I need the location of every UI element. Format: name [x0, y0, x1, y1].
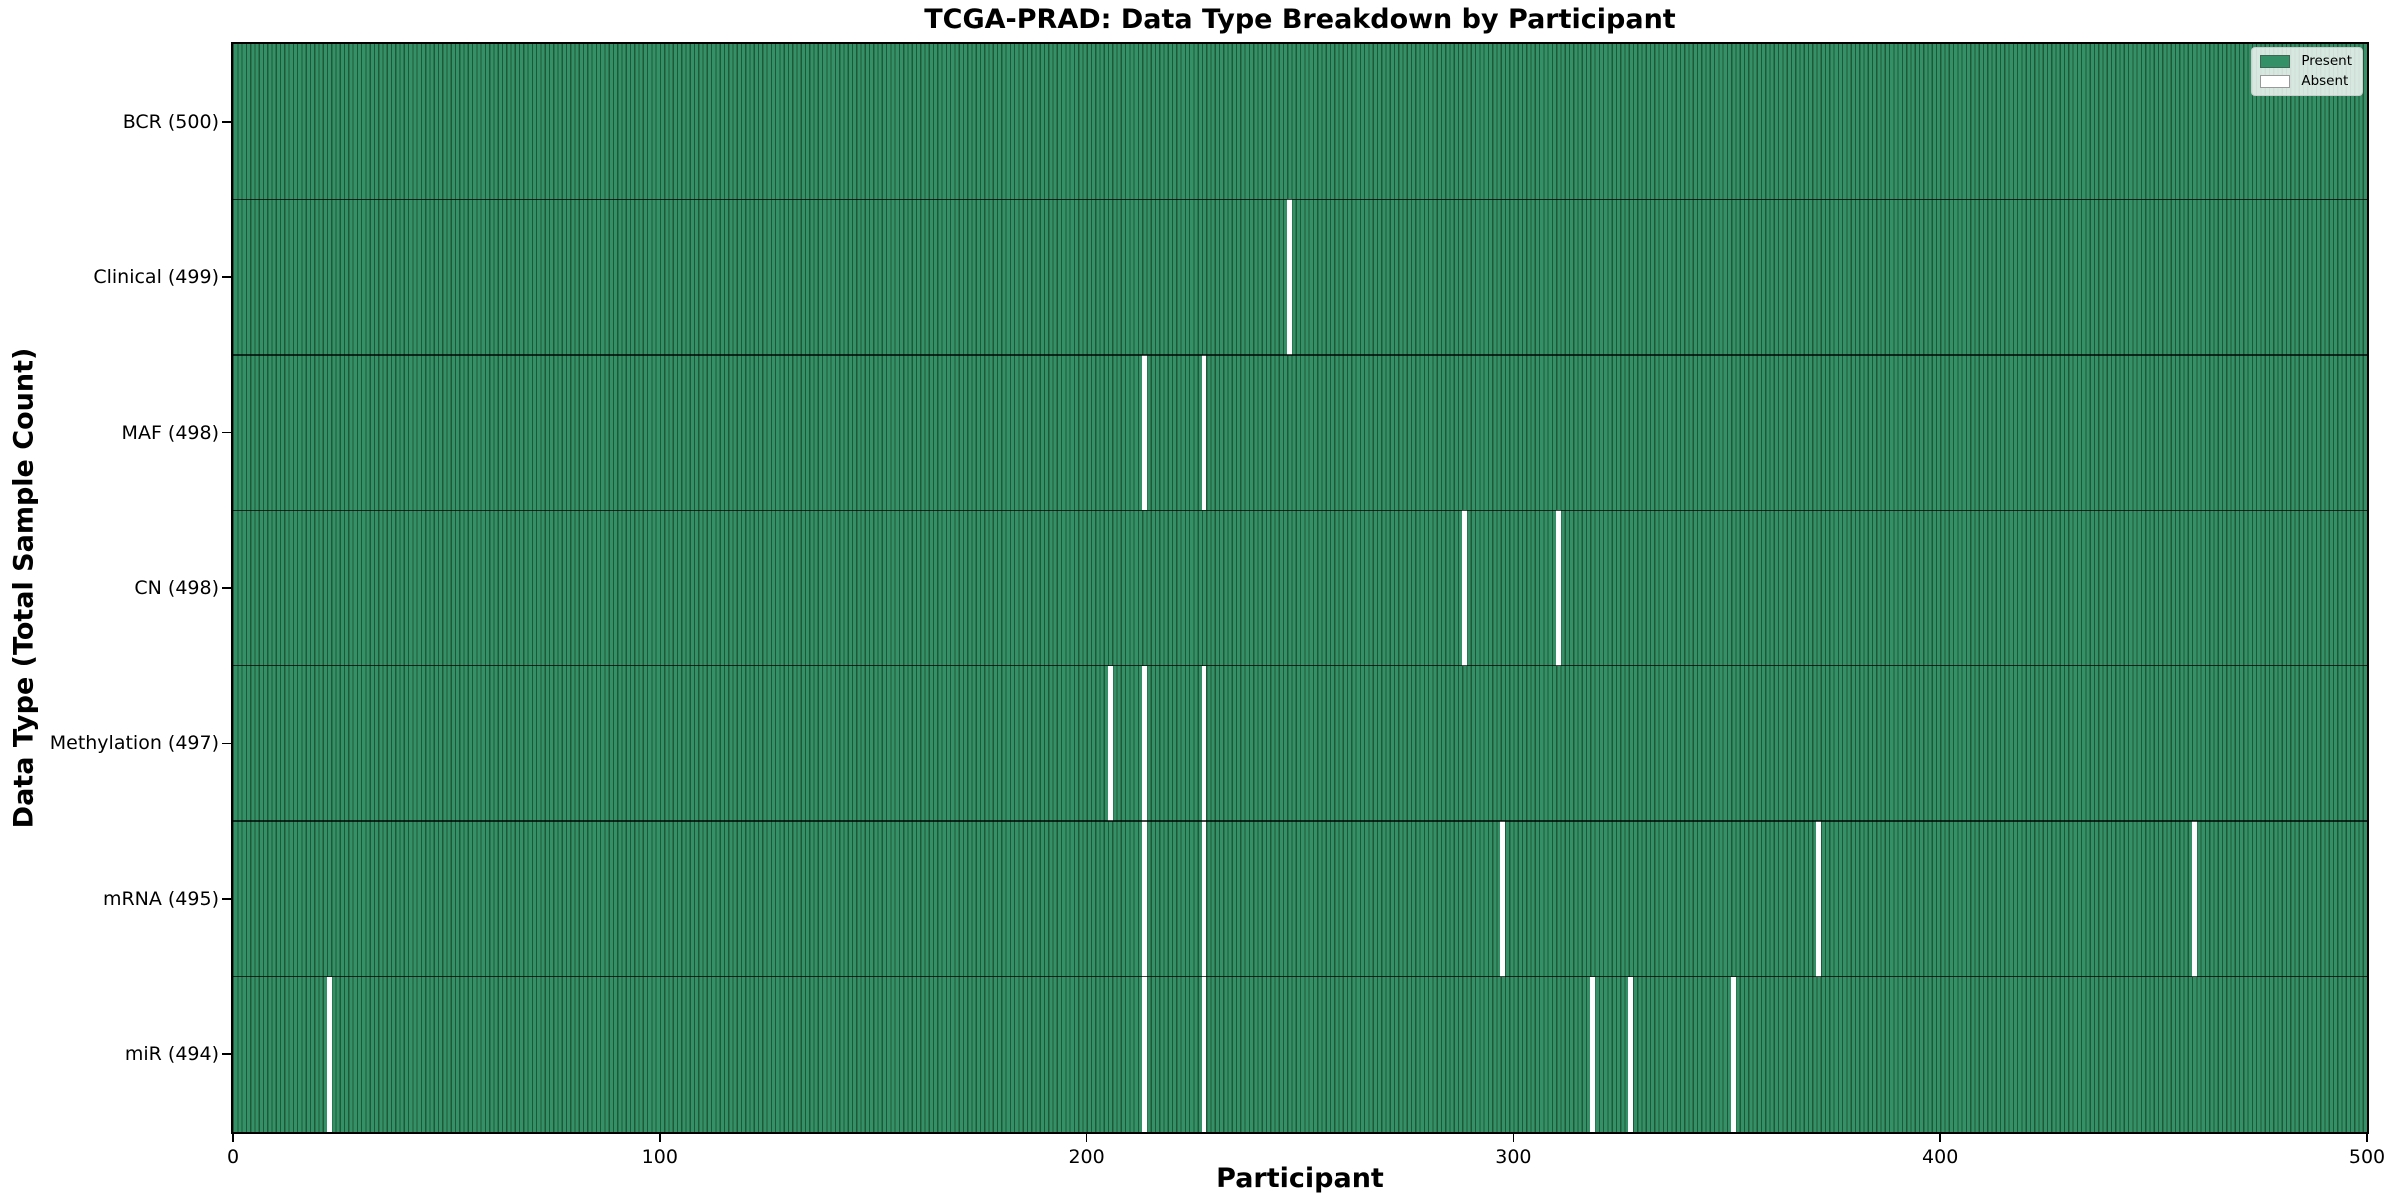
- y-tick-mark: [222, 1053, 231, 1056]
- row-band-cn: [233, 510, 2367, 666]
- absent-gap: [1589, 976, 1595, 1132]
- chart-title: TCGA-PRAD: Data Type Breakdown by Partic…: [924, 4, 1676, 35]
- absent-gap: [2191, 821, 2197, 977]
- y-tick-mark: [222, 587, 231, 589]
- legend-swatch-present: [2260, 55, 2291, 68]
- absent-gap: [326, 976, 332, 1132]
- absent-gap: [1286, 199, 1292, 355]
- absent-gap: [1201, 821, 1207, 977]
- plot-area: Present Absent: [231, 42, 2369, 1134]
- y-tick-label: Methylation (497): [49, 732, 219, 755]
- x-tick-mark: [1085, 1134, 1088, 1142]
- legend: Present Absent: [2251, 47, 2363, 96]
- x-tick-label: 500: [2348, 1146, 2386, 1168]
- absent-gap: [1461, 510, 1467, 666]
- x-tick-mark: [1939, 1134, 1941, 1142]
- absent-gap: [1107, 665, 1113, 822]
- y-tick-label: mRNA (495): [102, 887, 219, 910]
- y-tick-label: CN (498): [134, 577, 219, 599]
- x-tick-label: 300: [1495, 1146, 1532, 1168]
- x-tick-label: 400: [1922, 1146, 1959, 1168]
- absent-gap: [1730, 976, 1736, 1132]
- row-band-methylation: [233, 665, 2367, 822]
- y-tick-mark: [222, 120, 231, 123]
- legend-label: Present: [2301, 53, 2352, 69]
- x-axis-label: Participant: [1216, 1163, 1384, 1194]
- absent-gap: [1628, 976, 1634, 1132]
- absent-gap: [1555, 510, 1561, 666]
- y-tick-label: MAF (498): [121, 421, 219, 444]
- y-tick-label: Clinical (499): [93, 266, 219, 289]
- y-tick-label: miR (494): [124, 1043, 219, 1066]
- absent-gap: [1201, 976, 1207, 1132]
- y-tick-label: BCR (500): [122, 110, 219, 133]
- row-separator: [233, 664, 2367, 667]
- legend-swatch-absent: [2260, 75, 2291, 88]
- row-separator: [233, 820, 2367, 822]
- absent-gap: [1201, 354, 1207, 511]
- absent-gap: [1141, 354, 1147, 511]
- row-separator: [233, 975, 2367, 978]
- row-separator: [233, 509, 2367, 512]
- x-tick-mark: [232, 1134, 234, 1142]
- legend-item: Present: [2260, 54, 2352, 69]
- y-tick-mark: [222, 276, 231, 278]
- row-band-mir: [233, 976, 2367, 1132]
- row-band-bcr: [233, 44, 2367, 199]
- absent-gap: [1141, 821, 1147, 977]
- legend-item: Absent: [2260, 74, 2352, 89]
- absent-gap: [1201, 665, 1207, 822]
- x-tick-mark: [2366, 1134, 2368, 1142]
- row-band-clinical: [233, 199, 2367, 355]
- y-axis-label: Data Type (Total Sample Count): [8, 347, 40, 829]
- x-tick-mark: [1512, 1134, 1515, 1142]
- absent-gap: [1141, 665, 1147, 822]
- x-tick-label: 200: [1068, 1146, 1105, 1168]
- absent-gap: [1141, 976, 1147, 1132]
- x-tick-label: 0: [226, 1146, 240, 1168]
- x-tick-mark: [659, 1134, 661, 1142]
- absent-gap: [1816, 821, 1822, 977]
- legend-label: Absent: [2301, 73, 2349, 89]
- absent-gap: [1500, 821, 1506, 977]
- y-tick-mark: [222, 898, 231, 900]
- row-separator: [233, 354, 2367, 356]
- y-tick-mark: [222, 742, 231, 745]
- x-tick-label: 100: [641, 1146, 678, 1168]
- y-tick-mark: [222, 431, 231, 434]
- row-band-maf: [233, 354, 2367, 511]
- row-separator: [233, 198, 2367, 201]
- row-band-mrna: [233, 821, 2367, 977]
